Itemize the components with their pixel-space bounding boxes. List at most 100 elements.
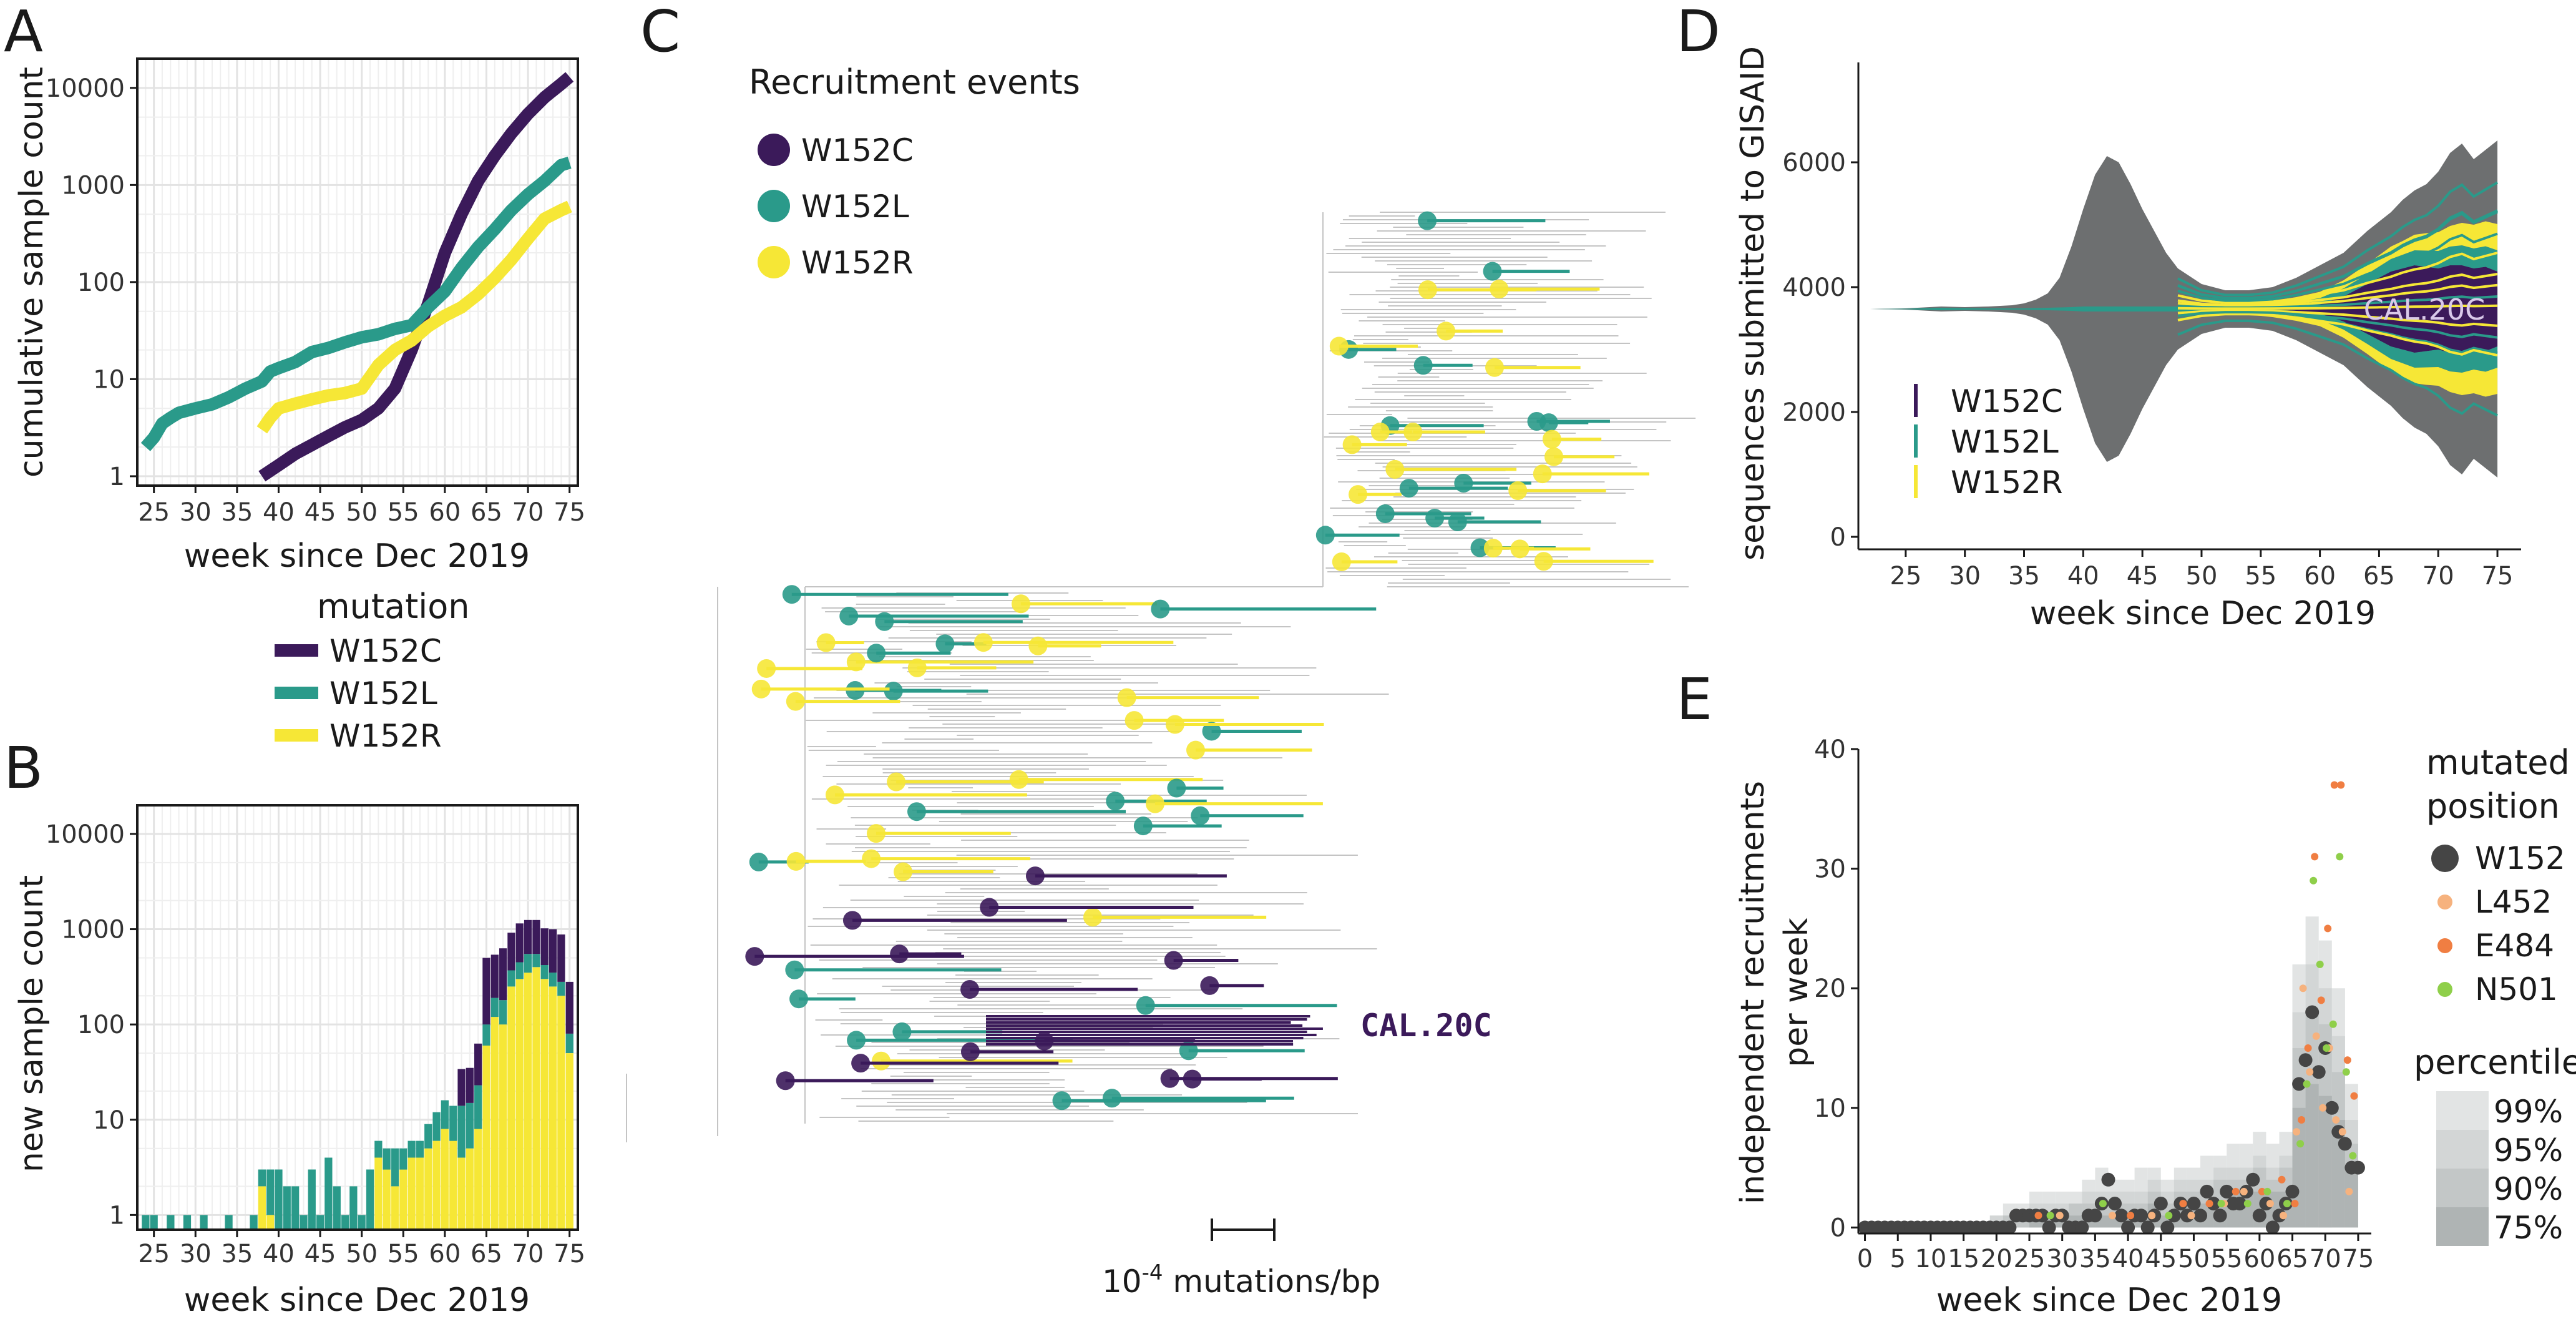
bar-w152l-week-67 [499,1000,507,1025]
recruitment-event-w152l [847,1031,866,1050]
recruitment-event-w152r [1028,636,1048,655]
point-w152 [2351,1160,2365,1175]
stream-w152l-upper [1870,245,2498,309]
point-w152 [2003,1220,2017,1235]
recruitment-event-w152c [1160,1069,1179,1088]
x-tick-label: 30 [180,1240,212,1268]
point-l452 [2109,1212,2116,1220]
recruitment-event-w152l [782,585,801,604]
recruitment-event-w152r [846,652,866,672]
bar-w152c-week-74 [557,934,565,982]
panel-e-y-label-1: independent recruitments [1734,781,1772,1204]
percentile-95-label: 95% [2494,1132,2563,1169]
percentile-99-swatch [2436,1091,2489,1130]
point-l452 [2345,1187,2353,1195]
panel-letter-e: E [1676,666,1712,733]
point-n501 [2329,1020,2337,1028]
y-tick-label: 1000 [61,171,125,200]
scale-base: 10 [1102,1263,1142,1300]
recruitment-event-w152r [1342,435,1362,454]
recruitment-w152r-label: W152R [801,245,914,281]
point-w152 [2285,1184,2300,1199]
recruitment-event-w152r [1542,429,1561,449]
recruitment-w152c-label: W152C [801,132,914,169]
bar-w152c-week-64 [474,1043,482,1086]
x-tick-label: 65 [2363,562,2395,591]
bar-w152r-week-54 [391,1186,399,1230]
stream-strand-w152l [2177,311,2498,339]
x-tick-label: 60 [2304,562,2336,591]
point-w152 [2042,1220,2056,1235]
bar-w152r-week-60 [441,1129,449,1230]
panel-a-y-ticks: 1 10 100 1000 10000 [46,74,137,491]
panel-b-frame [136,804,579,1231]
x-tick-label: 65 [471,498,502,527]
point-w152 [2167,1209,2181,1223]
point-w152 [2187,1197,2201,1211]
recruitment-event-w152r [1012,594,1031,614]
point-l452 [2187,1212,2195,1220]
bar-w152l-week-55 [399,1148,407,1170]
position-n501-label: N501 [2475,971,2558,1008]
point-n501 [2316,960,2324,968]
recruitment-event-w152l [1052,1091,1071,1111]
recruitment-event-w152r [825,785,844,805]
percentile-90-swatch [2436,1169,2489,1207]
point-l452 [2056,1212,2064,1220]
bar-w152l-week-42 [291,1186,300,1230]
x-tick-label: 45 [305,1240,336,1268]
recruitment-event-w152r [1165,715,1184,734]
point-e484 [2298,1116,2306,1124]
bar-w152r-week-66 [490,1017,499,1230]
y-tick-label: 10 [1814,1094,1846,1123]
recruitment-event-w152c [890,944,909,964]
x-tick-label: 45 [2127,562,2159,591]
x-tick-label: 70 [2422,562,2454,591]
recruitment-event-w152r [1009,770,1028,789]
y-tick-label: 0 [1830,523,1846,552]
x-tick-label: 70 [2310,1245,2341,1273]
bar-w152l-week-37 [250,1215,258,1230]
x-tick-label: 60 [429,1240,461,1268]
x-tick-label: 25 [138,498,170,527]
bar-w152l-week-38 [258,1169,266,1187]
point-e484 [2350,1092,2358,1100]
bar-w152r-week-64 [474,1129,482,1230]
bar-w152l-week-54 [391,1148,399,1187]
point-l452 [2319,1104,2327,1112]
recruitment-event-w152l [1133,816,1153,836]
point-l452 [2338,1128,2346,1136]
bar-w152r-week-56 [407,1157,416,1230]
stream-strand-w152r [2177,252,2498,304]
x-tick-label: 30 [2046,1245,2078,1273]
x-tick-label: 45 [305,498,336,527]
point-l452 [2280,1212,2287,1220]
point-w152 [2298,1053,2313,1067]
bar-w152r-week-71 [532,967,540,1230]
percentile-95-swatch [2436,1130,2489,1169]
bar-w152c-week-62 [457,1069,466,1106]
mutation-legend-title: mutation [317,587,470,626]
point-w152 [2325,1101,2339,1115]
series-line-w152r [256,200,572,434]
recruitment-event-w152c [776,1071,795,1091]
bar-w152l-week-59 [432,1112,441,1141]
position-l452-swatch [2437,895,2452,910]
point-w152 [2114,1209,2129,1223]
recruitment-event-w152c [960,979,980,999]
stream-strand-w152l [2177,210,2498,300]
point-e484 [2304,1044,2312,1052]
bar-w152r-week-73 [549,986,557,1230]
panel-b-y-ticks: 1 10 100 1000 10000 [46,820,137,1230]
bar-w152c-week-75 [565,981,573,1034]
stream-strand-w152r [2177,273,2498,306]
panel-e-y-ticks: 0 10 20 30 40 [1814,735,1858,1242]
panel-b: B 25 30 35 40 45 50 55 60 65 70 75 1 10 100 1000 10000… [4,735,585,1319]
point-e484 [2127,1212,2135,1220]
recruitment-event-w152l [1202,722,1221,741]
bar-w152r-week-57 [416,1157,424,1230]
point-e484 [2278,1175,2286,1184]
point-w152 [2200,1184,2214,1199]
panel-letter-a: A [4,0,43,65]
point-l452 [2306,1068,2314,1076]
